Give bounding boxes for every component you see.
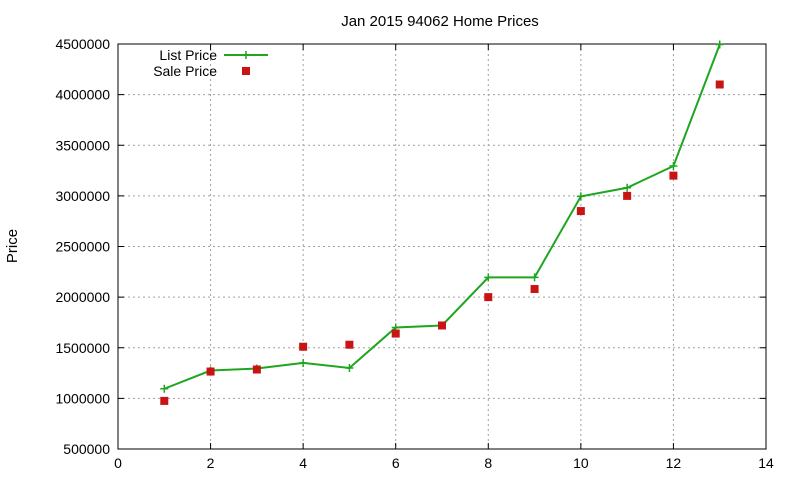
sale-price-point — [576, 207, 585, 216]
legend-marker-list-price — [242, 51, 250, 59]
y-tick-label: 4500000 — [55, 36, 110, 52]
y-tick-label: 2000000 — [55, 289, 110, 305]
y-tick-label: 3000000 — [55, 188, 110, 204]
legend-label-list-price: List Price — [159, 47, 217, 63]
x-tick-label: 2 — [207, 455, 215, 471]
y-tick-label: 4000000 — [55, 87, 110, 103]
legend-label-sale-price: Sale Price — [153, 63, 217, 79]
x-tick-label: 14 — [758, 455, 774, 471]
sale-price-point — [669, 171, 678, 180]
legend-swatch-sale-price — [242, 67, 250, 75]
y-tick-label: 1000000 — [55, 390, 110, 406]
chart-title: Jan 2015 94062 Home Prices — [341, 13, 539, 30]
grid — [118, 44, 766, 449]
x-tick-label: 8 — [484, 455, 492, 471]
sale-price-point — [391, 329, 400, 338]
sale-price-point — [438, 321, 446, 330]
axis-ticks: 0 2 4 6 8 10 12 14 500000 1000000 1500000 2000000 25… — [55, 36, 774, 471]
list-price-point — [299, 358, 308, 367]
sale-price-point — [206, 367, 215, 376]
list-price-point — [576, 192, 585, 201]
y-tick-label: 500000 — [63, 441, 110, 457]
list-price-point — [530, 273, 539, 282]
list-price-point — [484, 273, 493, 282]
sale-price-point — [299, 342, 308, 351]
list-price-line — [163, 44, 721, 390]
x-tick-label: 10 — [573, 455, 589, 471]
list-price-point — [623, 183, 632, 192]
list-price-point — [715, 40, 724, 49]
list-price-point — [160, 384, 169, 393]
y-tick-label: 2500000 — [55, 239, 110, 255]
sale-price-point — [715, 80, 724, 89]
y-tick-label: 3500000 — [55, 137, 110, 153]
x-tick-label: 0 — [114, 455, 122, 471]
series-layer — [160, 40, 724, 405]
x-tick-label: 4 — [299, 455, 307, 471]
sale-price-point — [160, 396, 169, 405]
list-price-point — [669, 162, 678, 171]
list-price-point — [345, 364, 354, 372]
sale-price-point — [345, 340, 354, 349]
sale-price-point — [484, 293, 493, 302]
x-tick-label: 6 — [392, 455, 400, 471]
sale-price-point — [252, 365, 261, 374]
x-tick-label: 12 — [666, 455, 682, 471]
y-tick-label: 1500000 — [55, 340, 110, 356]
legend: List Price Sale Price — [153, 47, 268, 79]
y-axis-label: Price — [4, 229, 21, 263]
sale-price-point — [623, 191, 632, 200]
sale-price-point — [530, 285, 539, 294]
